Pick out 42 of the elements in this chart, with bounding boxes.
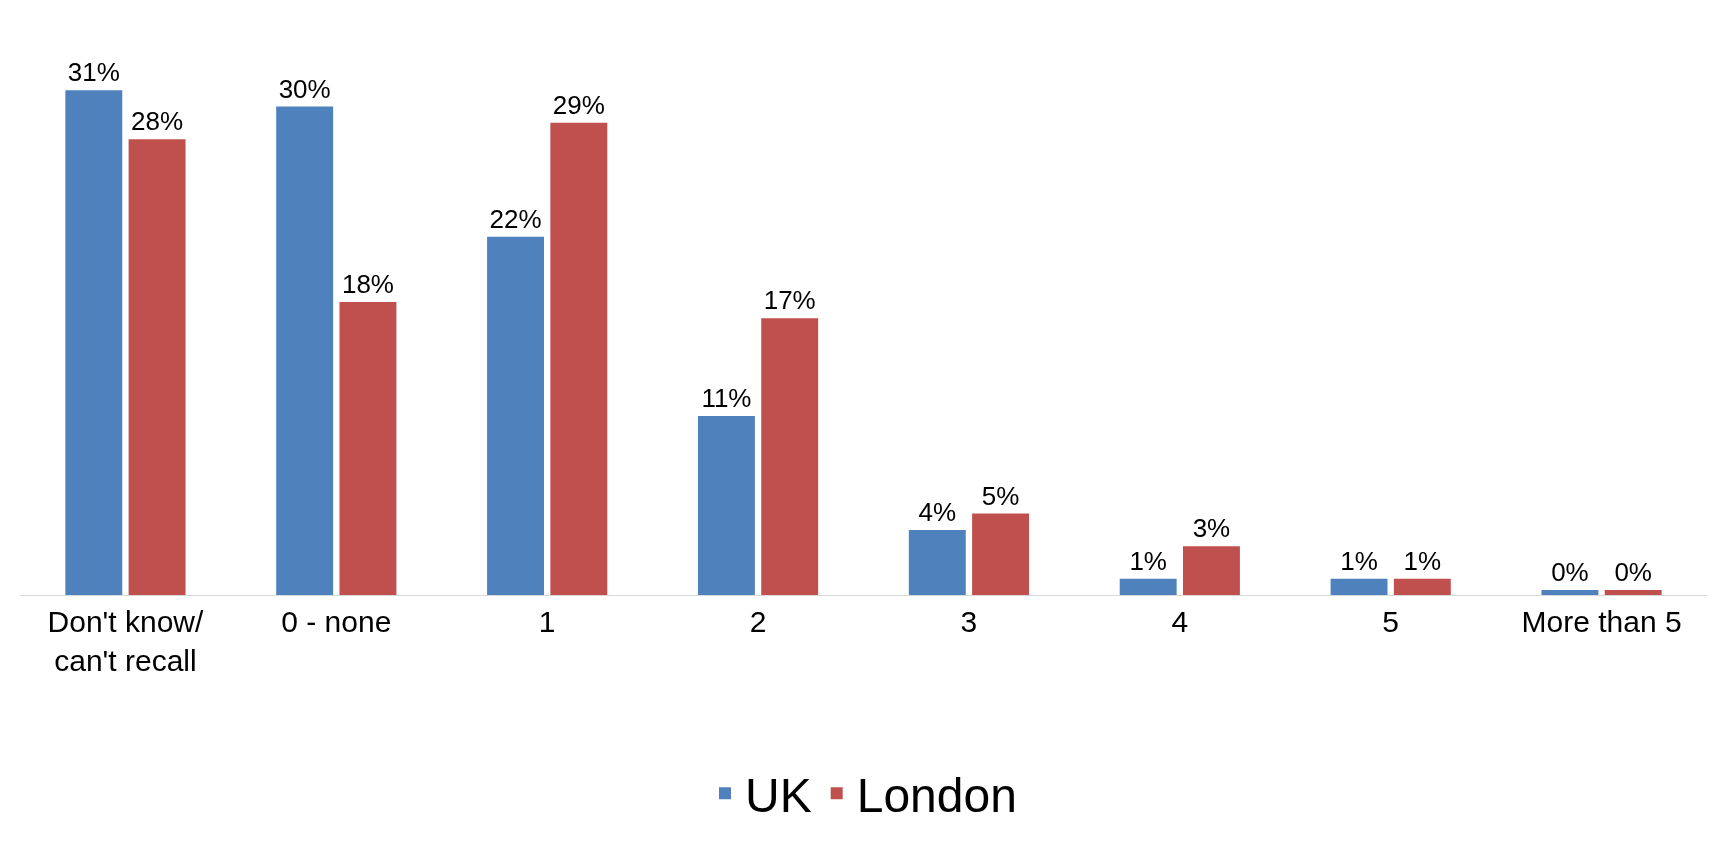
- bar: [550, 122, 608, 595]
- x-tick-label: Don't know/ can't recall: [47, 605, 204, 677]
- bar: [1541, 590, 1599, 595]
- bar: [697, 415, 755, 595]
- data-label: 4%: [918, 496, 957, 527]
- bar: [1119, 578, 1177, 595]
- data-label: 3%: [1192, 513, 1231, 544]
- data-label: 1%: [1340, 545, 1378, 576]
- bar: [761, 318, 819, 595]
- x-tick-label: More than 5: [1521, 605, 1682, 638]
- data-label: 29%: [552, 89, 605, 120]
- x-tick-label: 1: [538, 605, 556, 638]
- x-tick-label: 0 - none: [281, 605, 392, 638]
- data-label: 5%: [981, 480, 1020, 511]
- bar: [1330, 578, 1388, 595]
- data-label: 17%: [763, 285, 816, 316]
- bar: [1604, 590, 1662, 595]
- bar: [972, 513, 1030, 595]
- data-label: 1%: [1403, 545, 1442, 576]
- x-tick-label: 2: [749, 605, 767, 638]
- bar: [276, 106, 334, 595]
- data-label: 11%: [701, 382, 752, 413]
- x-tick-label: 4: [1171, 605, 1189, 638]
- bar: [908, 529, 966, 595]
- data-label: 0%: [1551, 557, 1589, 588]
- x-tick-label: 5: [1382, 605, 1400, 638]
- data-label: 22%: [489, 203, 542, 234]
- x-tick-label: 3: [960, 605, 978, 638]
- legend-label: London: [856, 768, 1017, 822]
- bar: [1393, 578, 1451, 595]
- bar: [487, 236, 545, 595]
- bar: [1182, 546, 1240, 595]
- bar: [128, 139, 186, 595]
- data-label: 18%: [341, 268, 394, 299]
- data-label: 31%: [67, 57, 120, 88]
- data-label: 1%: [1129, 545, 1167, 576]
- bar: [65, 90, 123, 595]
- bar: [339, 301, 397, 595]
- legend-label: UK: [745, 768, 812, 822]
- data-label: 28%: [131, 106, 184, 137]
- data-label: 0%: [1614, 557, 1652, 588]
- data-label: 30%: [278, 73, 331, 104]
